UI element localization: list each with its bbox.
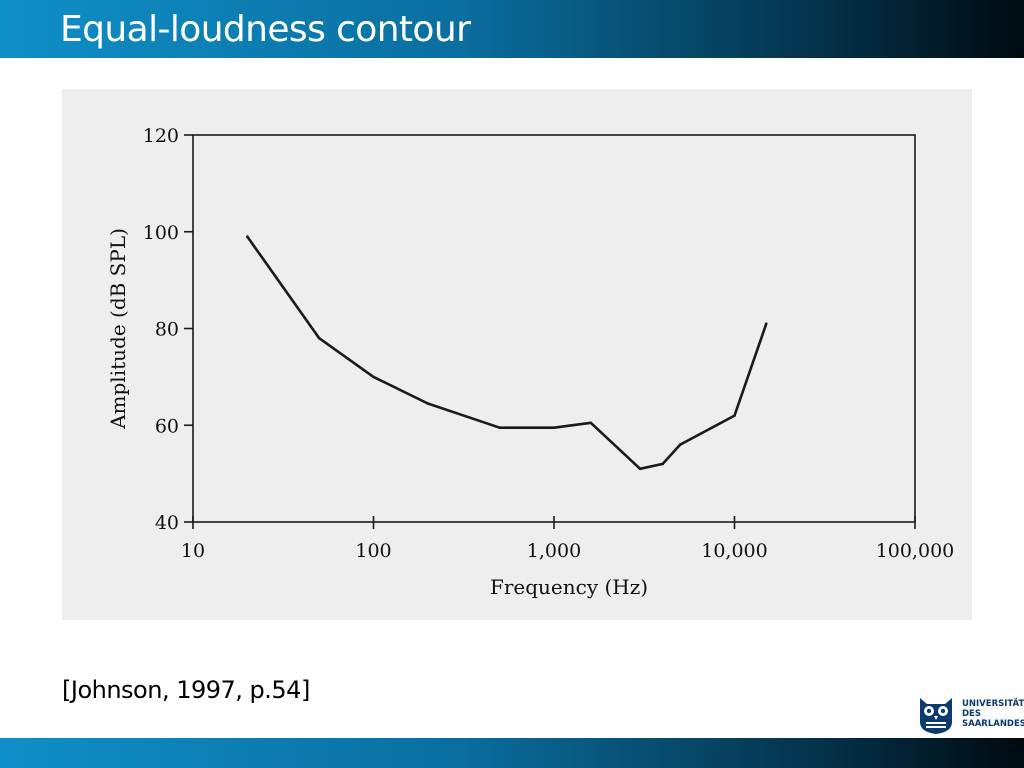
data-point — [246, 235, 249, 238]
y-tick-label: 80 — [155, 319, 179, 341]
data-point — [426, 402, 430, 405]
data-point — [678, 443, 682, 446]
data-point — [661, 462, 664, 466]
data-point — [498, 426, 501, 429]
x-tick-label: 10,000 — [701, 540, 767, 562]
title-bar: Equal-loudness contour — [0, 0, 1024, 58]
logo-wordmark: UNIVERSITÄT DES SAARLANDES — [962, 699, 1024, 729]
x-tick-label: 100,000 — [876, 540, 955, 562]
equal-loudness-chart: 40 60 80 100 120 10 100 1,000 10,000 100,000 Frequ… — [106, 125, 955, 599]
data-point — [733, 414, 736, 417]
x-tick-label: 10 — [181, 540, 205, 562]
logo-line: DES — [962, 709, 981, 719]
y-tick-label: 100 — [143, 222, 179, 244]
plot-frame — [192, 134, 916, 523]
data-point — [317, 336, 321, 340]
y-axis-label: Amplitude (dB SPL) — [106, 228, 130, 430]
y-tick-label: 60 — [155, 415, 179, 437]
logo-line: UNIVERSITÄT — [962, 699, 1024, 709]
series-line — [246, 235, 768, 471]
data-point — [764, 322, 768, 325]
footer-bar — [0, 738, 1024, 768]
university-logo: UNIVERSITÄT DES SAARLANDES — [914, 692, 1024, 736]
owl-icon — [920, 698, 952, 734]
data-point — [638, 467, 642, 471]
y-tick-label: 40 — [155, 512, 179, 534]
title-divider — [44, 58, 992, 60]
data-point — [552, 426, 556, 429]
citation: [Johnson, 1997, p.54] — [62, 676, 310, 704]
logo-line: SAARLANDES — [962, 719, 1024, 729]
y-tick-label: 120 — [143, 125, 179, 147]
x-tick-label: 100 — [355, 540, 391, 562]
data-point — [372, 375, 375, 379]
x-axis-label: Frequency (Hz) — [490, 575, 648, 599]
x-tick-label: 1,000 — [527, 540, 581, 562]
chart-figure: 40 60 80 100 120 10 100 1,000 10,000 100,000 Frequ… — [62, 89, 972, 620]
slide-title: Equal-loudness contour — [60, 9, 471, 50]
data-point — [589, 421, 593, 425]
